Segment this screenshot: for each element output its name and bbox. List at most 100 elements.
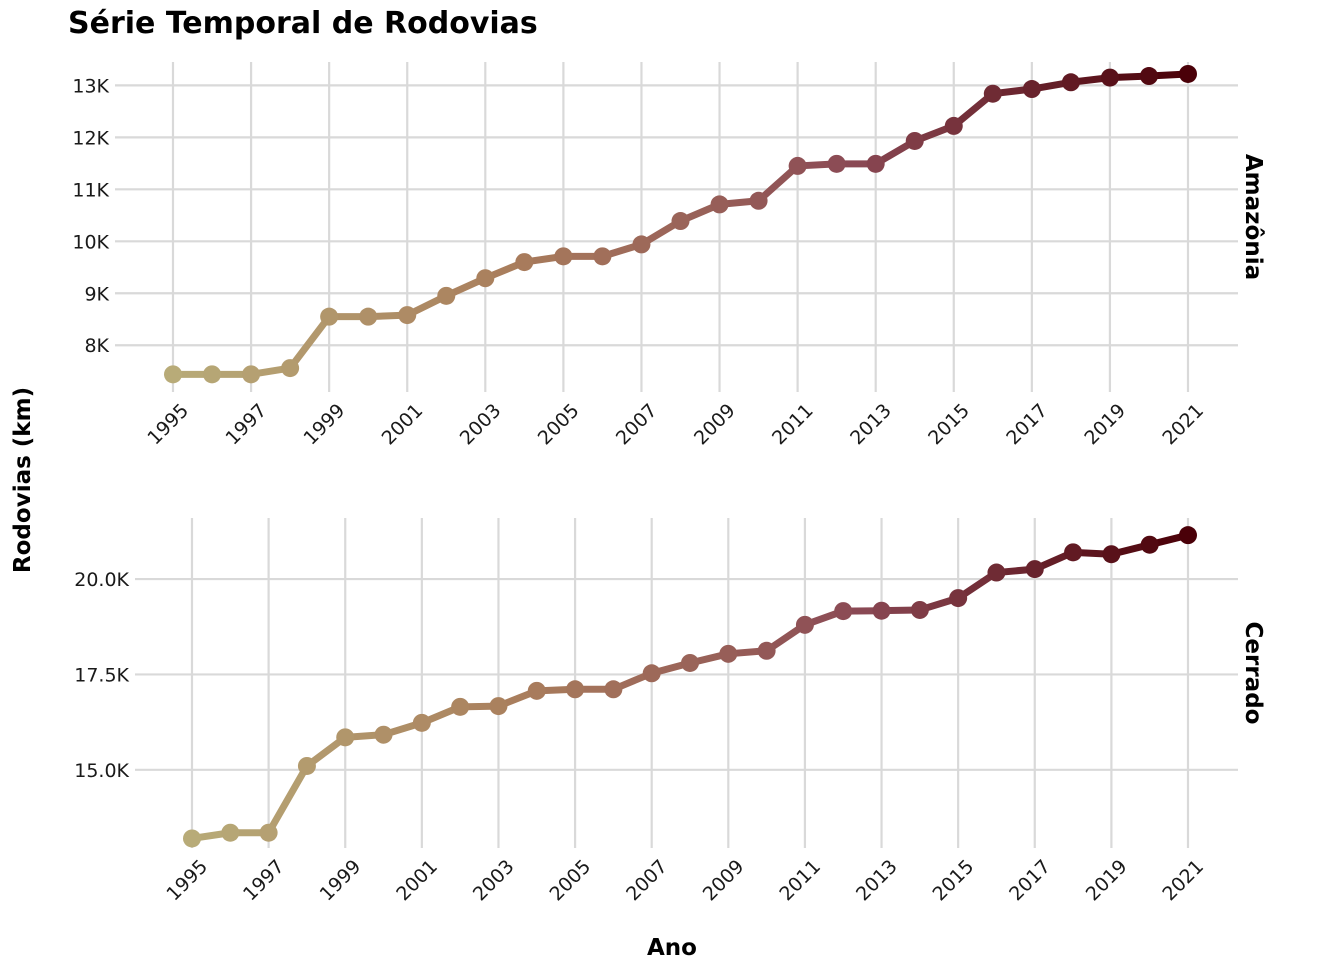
data-point [828,155,846,173]
data-point [1101,69,1119,87]
x-tick-label: 1995 [143,400,193,450]
x-tick-label: 2011 [775,856,825,906]
data-point [320,308,338,326]
x-tick-label: 2019 [1080,400,1130,450]
data-point [1179,65,1197,83]
data-point [632,235,650,253]
x-tick-label: 2021 [1158,856,1208,906]
y-tick-label: 13K [72,75,109,97]
data-point [437,287,455,305]
data-point [867,155,885,173]
x-tick-label: 2011 [768,400,818,450]
y-tick-label: 12K [72,127,109,149]
data-point [1064,543,1082,561]
y-tick-label: 15.0K [74,760,129,782]
data-point [758,642,776,660]
data-point [451,698,469,716]
series-line-segment [269,766,307,833]
x-tick-label: 2005 [534,400,584,450]
y-tick-label: 9K [84,283,109,305]
data-point [554,247,572,265]
data-point [1102,545,1120,563]
data-point [298,757,316,775]
x-tick-label: 2017 [1005,856,1055,906]
data-point [1026,560,1044,578]
data-point [281,359,299,377]
data-point [242,365,260,383]
x-tick-label: 1999 [316,856,366,906]
data-point [949,589,967,607]
y-axis-title: Rodovias (km) [10,387,36,573]
data-point [945,117,963,135]
x-tick-label: 2001 [392,856,442,906]
data-point [359,308,377,326]
data-point [604,680,622,698]
x-tick-label: 1997 [221,400,271,450]
data-point [398,306,416,324]
data-point [1062,73,1080,91]
x-tick-label: 2019 [1082,856,1132,906]
data-point [711,195,729,213]
panel-cerrado: 1995 1997 1999 2001 2003 2005 2007 2009 2011 2013… [74,518,1266,905]
x-tick-label: 2009 [699,856,749,906]
data-point [681,654,699,672]
data-point [911,601,929,619]
data-point [1179,526,1197,544]
data-point [984,85,1002,103]
x-tick-label: 2013 [852,856,902,906]
y-tick-label: 8K [84,335,109,357]
x-tick-label: 2015 [924,400,974,450]
data-point [260,824,278,842]
x-tick-label: 2001 [378,400,428,450]
x-tick-label: 2005 [545,856,595,906]
panel-amazonia: 1995 1997 1999 2001 2003 2005 2007 2009 2011 2013… [72,62,1266,449]
data-point [873,602,891,620]
data-point [834,602,852,620]
data-point [515,253,533,271]
data-point [183,829,201,847]
data-point [750,192,768,210]
x-tick-label: 2017 [1002,400,1052,450]
chart-title: Série Temporal de Rodovias [68,6,538,41]
data-point [789,157,807,175]
x-tick-label: 2015 [929,856,979,906]
data-point [593,247,611,265]
x-tick-label: 2007 [622,856,672,906]
data-point [796,616,814,634]
data-point [203,365,221,383]
y-tick-label: 17.5K [74,664,129,686]
data-point [528,682,546,700]
x-axis-title: Ano [647,935,697,960]
x-tick-label: 2007 [612,400,662,450]
data-point [1141,536,1159,554]
y-tick-label: 11K [72,179,109,201]
data-point [1023,80,1041,98]
data-point [413,714,431,732]
x-tick-label: 2009 [690,400,740,450]
data-point [987,564,1005,582]
x-tick-label: 1995 [162,856,212,906]
y-tick-label: 10K [72,231,109,253]
data-point [1140,67,1158,85]
x-tick-label: 2003 [469,856,519,906]
data-point [672,212,690,230]
x-tick-label: 2013 [846,400,896,450]
series-line-segment [290,317,329,368]
data-point [489,697,507,715]
data-point [336,728,354,746]
x-tick-label: 2021 [1158,400,1208,450]
data-point [719,645,737,663]
data-point [221,824,239,842]
data-point [643,664,661,682]
data-point [906,132,924,150]
y-tick-label: 20.0K [74,569,129,591]
data-point [566,680,584,698]
facet-strip-label: Amazônia [1240,154,1266,280]
x-tick-label: 1999 [300,400,350,450]
x-tick-label: 2003 [456,400,506,450]
facet-strip-label: Cerrado [1240,622,1266,725]
x-tick-label: 1997 [239,856,289,906]
data-point [164,365,182,383]
